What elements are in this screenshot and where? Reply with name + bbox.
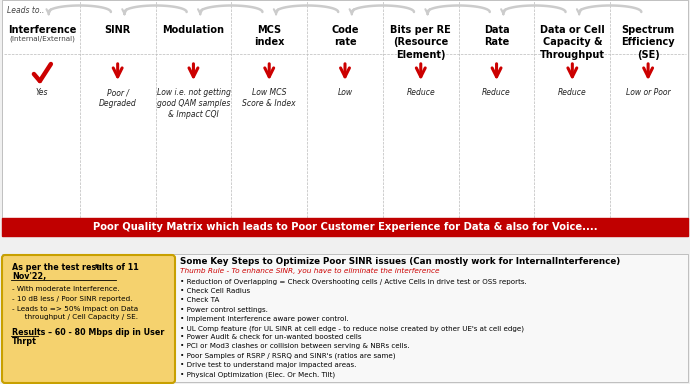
Bar (2, 0, 688, 236)
Text: Code
rate: Code rate (331, 25, 359, 47)
Text: Poor Quality Matrix which leads to Poor Customer Experience for Data & also for : Poor Quality Matrix which leads to Poor … (92, 222, 598, 232)
Text: • Power Audit & check for un-wanted boosted cells: • Power Audit & check for un-wanted boos… (180, 334, 362, 340)
Text: • Poor Samples of RSRP / RSRQ and SINR's (ratios are same): • Poor Samples of RSRP / RSRQ and SINR's… (180, 353, 395, 359)
Text: SINR: SINR (105, 25, 131, 35)
Text: Leads to..: Leads to.. (7, 6, 44, 15)
Text: (Internal/External): (Internal/External) (9, 35, 75, 42)
Text: Yes: Yes (36, 88, 48, 97)
Bar (2, 254, 688, 382)
Text: Spectrum
Efficiency
(SE): Spectrum Efficiency (SE) (621, 25, 675, 60)
Text: Bits per RE
(Resource
Element): Bits per RE (Resource Element) (391, 25, 451, 60)
Text: Reduce: Reduce (558, 88, 586, 97)
Text: Results – 60 - 80 Mbps dip in User: Results – 60 - 80 Mbps dip in User (12, 328, 164, 337)
Text: MCS
index: MCS index (254, 25, 284, 47)
Text: • Drive test to understand major impacted areas.: • Drive test to understand major impacte… (180, 362, 356, 368)
Bar (2, 218, 688, 236)
Text: th: th (95, 264, 102, 269)
Text: Thrpt: Thrpt (12, 337, 37, 346)
Text: - 10 dB less / Poor SINR reported.: - 10 dB less / Poor SINR reported. (12, 296, 132, 302)
Text: • Reduction of Overlapping = Check Overshooting cells / Active Cells in drive te: • Reduction of Overlapping = Check Overs… (180, 279, 526, 285)
Text: Reduce: Reduce (482, 88, 511, 97)
Text: - With moderate Interference.: - With moderate Interference. (12, 286, 119, 292)
Text: • Power control settings.: • Power control settings. (180, 306, 268, 313)
Text: Interference: Interference (8, 25, 76, 35)
Text: • UL Comp feature (for UL SINR at cell edge - to reduce noise created by other U: • UL Comp feature (for UL SINR at cell e… (180, 325, 524, 331)
Text: Modulation: Modulation (162, 25, 224, 35)
Text: • PCI or Mod3 clashes or collision between serving & NBRs cells.: • PCI or Mod3 clashes or collision betwe… (180, 343, 409, 349)
Text: Thumb Rule - To enhance SINR, you have to eliminate the interference: Thumb Rule - To enhance SINR, you have t… (180, 268, 440, 274)
Text: • Check TA: • Check TA (180, 297, 219, 303)
FancyBboxPatch shape (2, 255, 175, 383)
Text: • Physical Optimization (Elec. Or Mech. Tilt): • Physical Optimization (Elec. Or Mech. … (180, 371, 335, 377)
Text: • Check Cell Radius: • Check Cell Radius (180, 288, 250, 294)
Text: Data or Cell
Capacity &
Throughput: Data or Cell Capacity & Throughput (540, 25, 605, 60)
Text: Low i.e. not getting
good QAM samples
& Impact CQI: Low i.e. not getting good QAM samples & … (157, 88, 230, 119)
Text: Reduce: Reduce (406, 88, 435, 97)
Text: Low or Poor: Low or Poor (626, 88, 671, 97)
Text: Low MCS
Score & Index: Low MCS Score & Index (242, 88, 296, 108)
Text: Some Key Steps to Optimize Poor SINR issues (Can mostly work for InternalInterfe: Some Key Steps to Optimize Poor SINR iss… (180, 257, 620, 266)
Text: Data
Rate: Data Rate (484, 25, 509, 47)
Text: As per the test results of 11: As per the test results of 11 (12, 263, 139, 272)
Text: Poor /
Degraded: Poor / Degraded (99, 88, 137, 108)
Text: • Implement Interference aware power control.: • Implement Interference aware power con… (180, 316, 348, 322)
Text: throughput / Cell Capacity / SE.: throughput / Cell Capacity / SE. (18, 314, 138, 320)
Text: Low: Low (337, 88, 353, 97)
Text: Nov'22,: Nov'22, (12, 272, 46, 281)
Text: - Leads to => 50% impact on Data: - Leads to => 50% impact on Data (12, 306, 138, 312)
